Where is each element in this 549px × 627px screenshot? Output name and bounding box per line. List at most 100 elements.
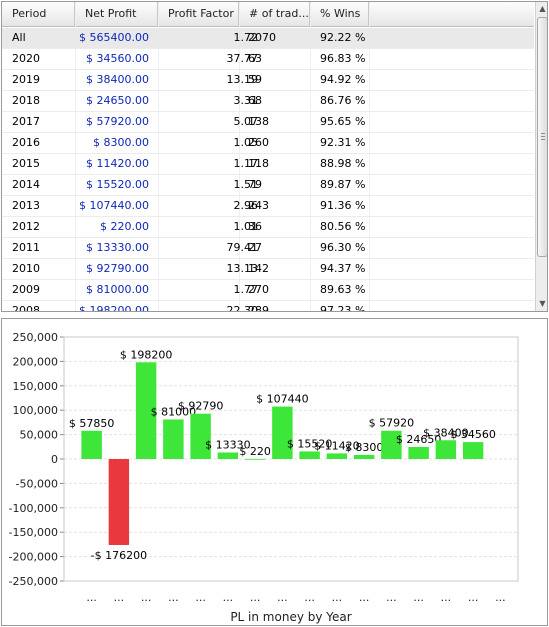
net-profit-cell: $ 107440.00 — [79, 199, 149, 212]
column-divider — [310, 2, 311, 311]
pl-by-year-chart: 250,000 200,000 150,000 100,000 50,000 0 -50,0… — [9, 331, 519, 624]
table-row[interactable]: 2014 $ 15520.00 1.51 79 89.87 % — [2, 175, 534, 196]
chart-bar — [326, 453, 348, 459]
net-profit-cell: $ 13330.00 — [86, 241, 149, 254]
table-row[interactable]: 2008 $ 198200.00 22.30 289 97.23 % — [2, 301, 534, 311]
chart-bar — [108, 459, 130, 545]
trades-cell: 68 — [248, 94, 262, 107]
bar-data-label: $ 198200 — [120, 348, 173, 361]
profit-factor-cell: 1.01 — [233, 220, 259, 233]
profit-factor-cell: 13.13 — [226, 262, 259, 275]
net-profit-cell: $ 8300.00 — [93, 136, 149, 149]
trades-cell: 142 — [248, 262, 269, 275]
table-row[interactable]: 2016 $ 8300.00 1.05 260 92.31 % — [2, 133, 534, 154]
trades-cell: 59 — [248, 73, 262, 86]
net-profit-cell: $ 565400.00 — [79, 31, 149, 44]
y-tick-label: 100,000 — [13, 404, 59, 417]
wins-cell: 94.92 % — [320, 73, 366, 86]
x-category-label: ... — [359, 591, 370, 604]
scrollbar-thumb[interactable] — [537, 17, 547, 257]
period-cell: 2013 — [12, 199, 40, 212]
column-header-profit-factor[interactable]: Profit Factor — [158, 2, 239, 26]
wins-cell: 95.65 % — [320, 115, 366, 128]
x-category-label: ... — [141, 591, 152, 604]
net-profit-cell: $ 38400.00 — [86, 73, 149, 86]
chart-bar — [381, 430, 402, 459]
net-profit-cell: $ 81000.00 — [86, 283, 149, 296]
column-header-trades[interactable]: # of trad... — [239, 2, 310, 26]
table-row[interactable]: 2009 $ 81000.00 1.77 270 89.63 % — [2, 280, 534, 301]
y-tick-label: 150,000 — [13, 380, 59, 393]
table-row[interactable]: 2020 $ 34560.00 37.77 63 96.83 % — [2, 49, 534, 70]
net-profit-cell: $ 11420.00 — [86, 157, 149, 170]
net-profit-cell: $ 34560.00 — [86, 52, 149, 65]
x-category-label: ... — [86, 591, 97, 604]
bar-data-label: $ 220 — [239, 445, 271, 458]
chart-bar — [462, 442, 484, 459]
column-header-period[interactable]: Period — [2, 2, 75, 26]
profit-factor-cell: 3.31 — [233, 94, 259, 107]
x-category-label: ... — [413, 591, 424, 604]
chart-bar — [81, 430, 102, 459]
profit-factor-cell: 1.77 — [233, 283, 259, 296]
table-row[interactable]: 2011 $ 13330.00 79.41 27 96.30 % — [2, 238, 534, 259]
chart-bar — [217, 452, 239, 459]
table-row[interactable]: All $ 565400.00 1.72 2070 92.22 % — [2, 28, 534, 49]
bar-data-label: $ 15520 — [287, 437, 333, 450]
profit-factor-cell: 2.96 — [233, 199, 259, 212]
wins-cell: 88.98 % — [320, 157, 366, 170]
trades-cell: 36 — [248, 220, 262, 233]
chart-bar — [135, 362, 157, 459]
table-row[interactable]: 2017 $ 57920.00 5.07 138 95.65 % — [2, 112, 534, 133]
table-row[interactable]: 2013 $ 107440.00 2.96 243 91.36 % — [2, 196, 534, 217]
wins-cell: 97.23 % — [320, 304, 366, 311]
profit-factor-cell: 22.30 — [226, 304, 259, 311]
pl-by-year-chart-panel: 250,000 200,000 150,000 100,000 50,000 0 -50,0… — [1, 318, 548, 626]
chart-bar — [244, 458, 266, 460]
column-header-net-profit[interactable]: Net Profit — [75, 2, 158, 26]
scroll-down-arrow-icon[interactable]: ▼ — [539, 299, 546, 308]
table-row[interactable]: 2019 $ 38400.00 13.19 59 94.92 % — [2, 70, 534, 91]
table-row[interactable]: 2012 $ 220.00 1.01 36 80.56 % — [2, 217, 534, 238]
table-vertical-scrollbar[interactable]: ▲ ▼ — [535, 2, 547, 311]
chart-bar — [408, 446, 429, 459]
bar-data-label: $ 57850 — [69, 417, 115, 430]
profit-factor-cell: 1.17 — [233, 157, 259, 170]
table-row[interactable]: 2015 $ 11420.00 1.17 118 88.98 % — [2, 154, 534, 175]
y-tick-label: -250,000 — [9, 575, 58, 588]
table-row[interactable]: 2010 $ 92790.00 13.13 142 94.37 % — [2, 259, 534, 280]
profit-factor-cell: 79.41 — [226, 241, 259, 254]
net-profit-cell: $ 198200.00 — [79, 304, 149, 311]
grip-line — [541, 139, 545, 140]
scroll-up-arrow-icon[interactable]: ▲ — [539, 4, 546, 13]
column-header-wins[interactable]: % Wins — [310, 2, 369, 26]
trades-cell: 63 — [248, 52, 262, 65]
y-tick-label: 250,000 — [13, 331, 59, 344]
grip-line — [541, 133, 545, 134]
profit-factor-cell: 37.77 — [226, 52, 259, 65]
wins-cell: 94.37 % — [320, 262, 366, 275]
bar-data-label: -$ 176200 — [91, 549, 147, 562]
profit-factor-cell: 13.19 — [226, 73, 259, 86]
trades-cell: 289 — [248, 304, 269, 311]
trades-cell: 27 — [248, 241, 262, 254]
chart-bar — [435, 440, 457, 459]
bar-data-label: $ 81000 — [151, 405, 197, 418]
x-category-label: ... — [277, 591, 288, 604]
chart-bar — [299, 451, 320, 459]
net-profit-cell: $ 15520.00 — [86, 178, 149, 191]
y-tick-label: 50,000 — [20, 429, 59, 442]
period-cell: All — [12, 31, 26, 44]
x-category-label: ... — [250, 591, 261, 604]
bar-data-label: $ 24650 — [396, 433, 442, 446]
x-category-label: ... — [168, 591, 179, 604]
trades-cell: 270 — [248, 283, 269, 296]
period-cell: 2019 — [12, 73, 40, 86]
y-tick-label: -50,000 — [16, 477, 58, 490]
x-category-label: ... — [441, 591, 452, 604]
table-row[interactable]: 2018 $ 24650.00 3.31 68 86.76 % — [2, 91, 534, 112]
profit-factor-cell: 5.07 — [233, 115, 259, 128]
period-cell: 2012 — [12, 220, 40, 233]
wins-cell: 80.56 % — [320, 220, 366, 233]
wins-cell: 89.87 % — [320, 178, 366, 191]
